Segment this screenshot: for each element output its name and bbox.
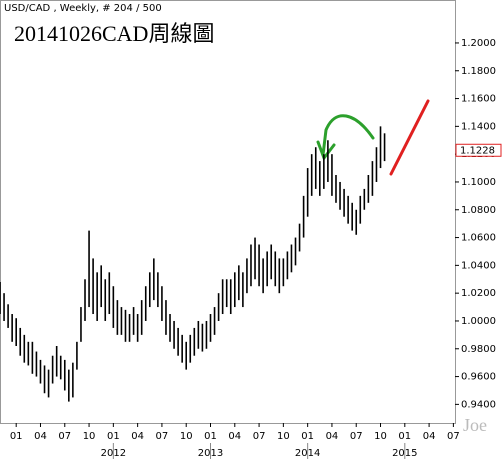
- x-tick-label: 10: [180, 431, 193, 442]
- x-tick-label: 04: [326, 431, 339, 442]
- x-tick-label: 01: [301, 431, 314, 442]
- last-price-label: 1.1228: [460, 145, 495, 156]
- y-tick-label: 1.1800: [461, 66, 496, 77]
- y-tick-label: 1.0600: [461, 233, 496, 244]
- x-tick-label: 04: [34, 431, 47, 442]
- x-tick-label: 04: [131, 431, 144, 442]
- y-tick-label: 0.9400: [461, 399, 496, 410]
- x-tick-label: 07: [350, 431, 363, 442]
- x-tick-label: 01: [398, 431, 411, 442]
- y-tick-label: 1.1600: [461, 94, 496, 105]
- x-tick-label: 07: [156, 431, 169, 442]
- plot-frame: [0, 0, 456, 424]
- x-tick-label: 10: [277, 431, 290, 442]
- x-tick-label: 01: [107, 431, 120, 442]
- red-arrow: [389, 99, 430, 176]
- chart-title: 20141026CAD周線圖: [14, 21, 214, 46]
- x-tick-label: 07: [447, 431, 460, 442]
- x-tick-label: 01: [204, 431, 217, 442]
- x-tick-label: 07: [253, 431, 266, 442]
- last-price-box: [455, 143, 502, 157]
- y-tick-label: 1.0200: [461, 288, 496, 299]
- y-tick-label: 1.0000: [461, 316, 496, 327]
- x-tick-label: 01: [10, 431, 23, 442]
- x-tick-label: 04: [423, 431, 436, 442]
- y-tick-label: 1.2000: [461, 38, 496, 49]
- year-label: 2012: [101, 448, 126, 459]
- x-tick-label: 07: [58, 431, 71, 442]
- year-label: 2015: [392, 448, 417, 459]
- x-tick-label: 04: [228, 431, 241, 442]
- y-tick-label: 0.9600: [461, 372, 496, 383]
- y-tick-label: 0.9800: [461, 344, 496, 355]
- x-tick-label: 10: [374, 431, 387, 442]
- year-label: 2013: [198, 448, 223, 459]
- y-tick-label: 1.0400: [461, 260, 496, 271]
- y-tick-label: 1.1000: [461, 177, 496, 188]
- y-tick-label: 1.0800: [461, 205, 496, 216]
- y-tick-label: 1.1400: [461, 121, 496, 132]
- watermark: Joe: [463, 415, 487, 435]
- header: USD/CAD , Weekly, # 204 / 500: [4, 3, 162, 14]
- x-tick-label: 10: [83, 431, 96, 442]
- year-label: 2014: [295, 448, 320, 459]
